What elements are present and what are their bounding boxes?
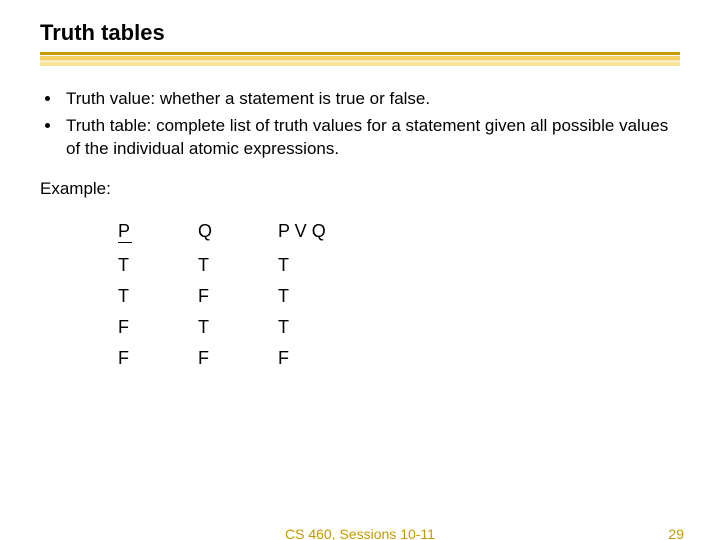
table-cell: F xyxy=(278,348,378,369)
table-header-cell: Q xyxy=(198,221,278,243)
table-row: F F F xyxy=(118,348,680,369)
table-cell: F xyxy=(118,317,198,338)
table-row: T F T xyxy=(118,286,680,307)
col-p-label: P xyxy=(118,222,132,243)
table-cell: T xyxy=(118,255,198,276)
table-cell: T xyxy=(278,317,378,338)
table-header-cell: P xyxy=(118,221,198,243)
underline-bar-light xyxy=(40,56,680,66)
example-label: Example: xyxy=(40,179,680,199)
bullet-item: Truth value: whether a statement is true… xyxy=(62,88,680,111)
table-cell: T xyxy=(118,286,198,307)
table-header-cell: P V Q xyxy=(278,221,378,243)
table-cell: F xyxy=(118,348,198,369)
table-cell: T xyxy=(198,317,278,338)
table-cell: T xyxy=(278,255,378,276)
table-row: T T T xyxy=(118,255,680,276)
table-row: F T T xyxy=(118,317,680,338)
title-underline xyxy=(40,52,680,66)
table-cell: F xyxy=(198,286,278,307)
page-title: Truth tables xyxy=(40,20,680,46)
table-cell: F xyxy=(198,348,278,369)
table-cell: T xyxy=(198,255,278,276)
bullet-list: Truth value: whether a statement is true… xyxy=(40,88,680,161)
truth-table: P Q P V Q T T T T F T F T T F F F xyxy=(118,221,680,369)
footer-course: CS 460, Sessions 10-11 xyxy=(285,526,435,540)
footer-page-number: 29 xyxy=(668,526,684,540)
underline-bar-dark xyxy=(40,52,680,55)
table-header-row: P Q P V Q xyxy=(118,221,680,243)
table-cell: T xyxy=(278,286,378,307)
slide: Truth tables Truth value: whether a stat… xyxy=(0,0,720,540)
bullet-item: Truth table: complete list of truth valu… xyxy=(62,115,680,161)
